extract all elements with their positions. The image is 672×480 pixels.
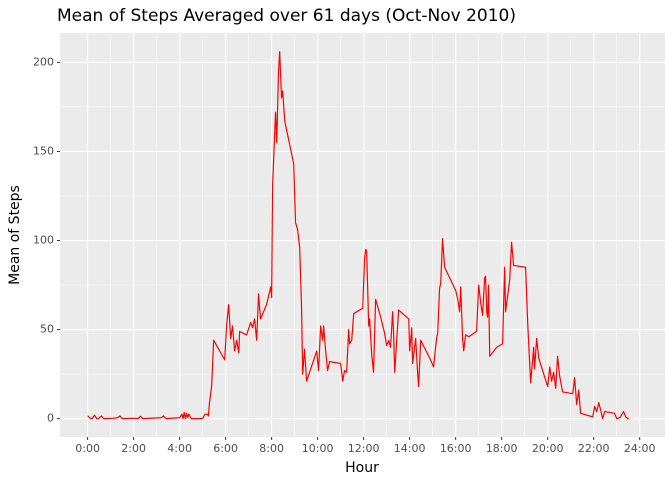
y-tick-label: 0 [47, 412, 54, 425]
y-tick-label: 100 [33, 234, 54, 247]
x-tick-label: 6:00 [213, 442, 238, 455]
x-tick-label: 20:00 [532, 442, 564, 455]
x-tick-label: 2:00 [121, 442, 146, 455]
x-tick-label: 8:00 [259, 442, 284, 455]
x-tick-label: 22:00 [578, 442, 610, 455]
y-tick-label: 50 [40, 323, 54, 336]
x-tick-label: 0:00 [75, 442, 100, 455]
x-tick-label: 10:00 [302, 442, 334, 455]
x-axis-label: Hour [345, 460, 379, 476]
x-tick-label: 18:00 [486, 442, 518, 455]
x-tick-label: 16:00 [440, 442, 472, 455]
y-tick-label: 150 [33, 144, 54, 157]
x-tick-label: 12:00 [348, 442, 380, 455]
y-axis-label: Mean of Steps [7, 185, 23, 285]
x-tick-label: 4:00 [167, 442, 192, 455]
x-tick-label: 24:00 [624, 442, 656, 455]
chart-title: Mean of Steps Averaged over 61 days (Oct… [57, 6, 516, 26]
y-tick-label: 200 [33, 55, 54, 68]
x-tick-label: 14:00 [394, 442, 426, 455]
data-line [87, 51, 630, 420]
panel [60, 33, 665, 437]
